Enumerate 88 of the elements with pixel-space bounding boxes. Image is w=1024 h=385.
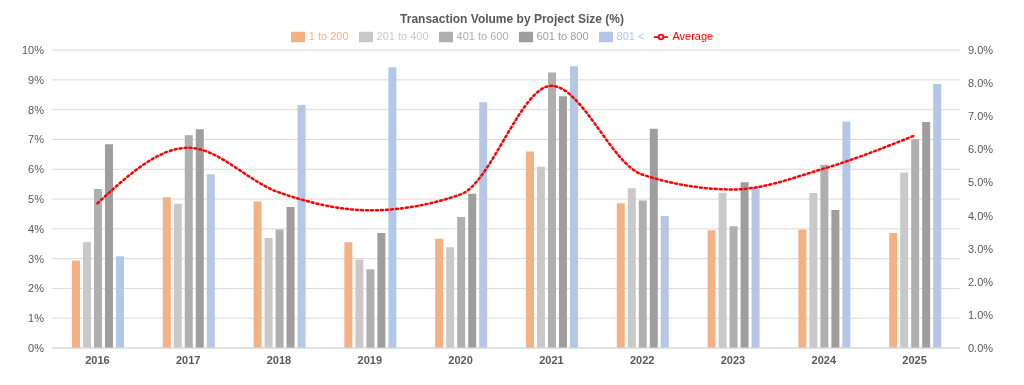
bar xyxy=(344,242,353,348)
x-tick-label: 2021 xyxy=(539,353,564,366)
y-tick-label: 8% xyxy=(28,103,45,116)
bar xyxy=(115,256,124,348)
legend-label: 401 to 600 xyxy=(456,30,509,42)
y-tick-label: 3% xyxy=(28,252,45,265)
y-tick-label: 0% xyxy=(28,341,45,354)
bar xyxy=(275,229,284,348)
bar xyxy=(707,230,716,348)
x-tick-label: 2017 xyxy=(175,353,201,366)
chart-title: Transaction Volume by Project Size (%) xyxy=(399,11,625,26)
x-tick-label: 2024 xyxy=(811,353,837,366)
bar xyxy=(206,174,215,348)
y2-tick-label: 3.0% xyxy=(968,242,994,255)
bar xyxy=(569,66,578,348)
bar xyxy=(297,104,306,348)
bar xyxy=(889,233,898,348)
bar xyxy=(933,84,942,348)
bar xyxy=(922,121,931,348)
bar xyxy=(627,188,636,348)
x-tick-label: 2019 xyxy=(357,353,383,366)
bar xyxy=(831,210,840,348)
y2-tick-label: 1.0% xyxy=(968,308,994,321)
bar xyxy=(184,135,193,348)
y2-tick-label: 0.0% xyxy=(968,341,994,354)
y2-tick-label: 7.0% xyxy=(968,110,994,123)
bar xyxy=(195,129,204,348)
legend-label: 601 to 800 xyxy=(536,30,589,42)
y2-tick-label: 4.0% xyxy=(968,209,994,222)
bar xyxy=(547,72,556,348)
x-tick-label: 2022 xyxy=(629,353,655,366)
y2-tick-label: 5.0% xyxy=(968,176,994,189)
y-tick-label: 10% xyxy=(21,44,45,56)
bar xyxy=(842,121,851,348)
bar xyxy=(93,188,102,348)
bar xyxy=(104,144,113,348)
bar xyxy=(366,269,375,348)
x-tick-label: 2023 xyxy=(720,353,746,366)
legend-label: 801 < xyxy=(616,30,645,42)
y-tick-label: 2% xyxy=(28,282,45,295)
bar xyxy=(162,197,171,348)
legend-label: Average xyxy=(672,30,714,42)
bar xyxy=(751,186,760,348)
y-tick-label: 5% xyxy=(28,192,45,205)
bar xyxy=(638,200,647,348)
line-series xyxy=(96,84,916,212)
bar xyxy=(82,242,91,348)
bar xyxy=(616,203,625,348)
bar xyxy=(558,96,567,348)
bar xyxy=(660,216,669,348)
bar xyxy=(388,67,397,348)
bar xyxy=(911,139,920,348)
bar xyxy=(900,172,909,348)
bar xyxy=(377,233,386,348)
bar xyxy=(468,193,477,348)
bar xyxy=(355,259,364,348)
bar xyxy=(729,226,738,348)
y-tick-label: 9% xyxy=(28,73,45,86)
x-tick-label: 2016 xyxy=(85,353,110,366)
bar xyxy=(809,193,818,348)
bar xyxy=(446,247,455,348)
bar xyxy=(71,260,80,348)
x-tick-label: 2025 xyxy=(902,353,927,366)
bar xyxy=(740,182,749,348)
y-tick-label: 7% xyxy=(28,133,45,146)
y-tick-label: 6% xyxy=(28,163,45,176)
x-tick-label: 2020 xyxy=(448,353,473,366)
bar xyxy=(525,151,534,348)
y2-tick-label: 6.0% xyxy=(968,143,994,156)
y-tick-label: 4% xyxy=(28,222,45,235)
y2-tick-label: 9.0% xyxy=(968,44,994,56)
bar xyxy=(253,201,262,348)
bar xyxy=(173,203,182,348)
legend-label: 1 to 200 xyxy=(308,30,349,42)
x-tick-label: 2018 xyxy=(266,353,292,366)
bar xyxy=(820,164,829,348)
bar xyxy=(536,166,545,348)
y2-tick-label: 2.0% xyxy=(968,275,994,288)
bar xyxy=(798,229,807,348)
y2-tick-label: 8.0% xyxy=(968,77,994,90)
y-tick-label: 1% xyxy=(28,312,45,325)
bar xyxy=(435,238,444,348)
bar xyxy=(479,102,488,348)
bar xyxy=(718,192,727,348)
bar xyxy=(286,207,295,348)
bar xyxy=(457,216,466,348)
bar xyxy=(264,238,273,348)
bar xyxy=(649,128,658,348)
